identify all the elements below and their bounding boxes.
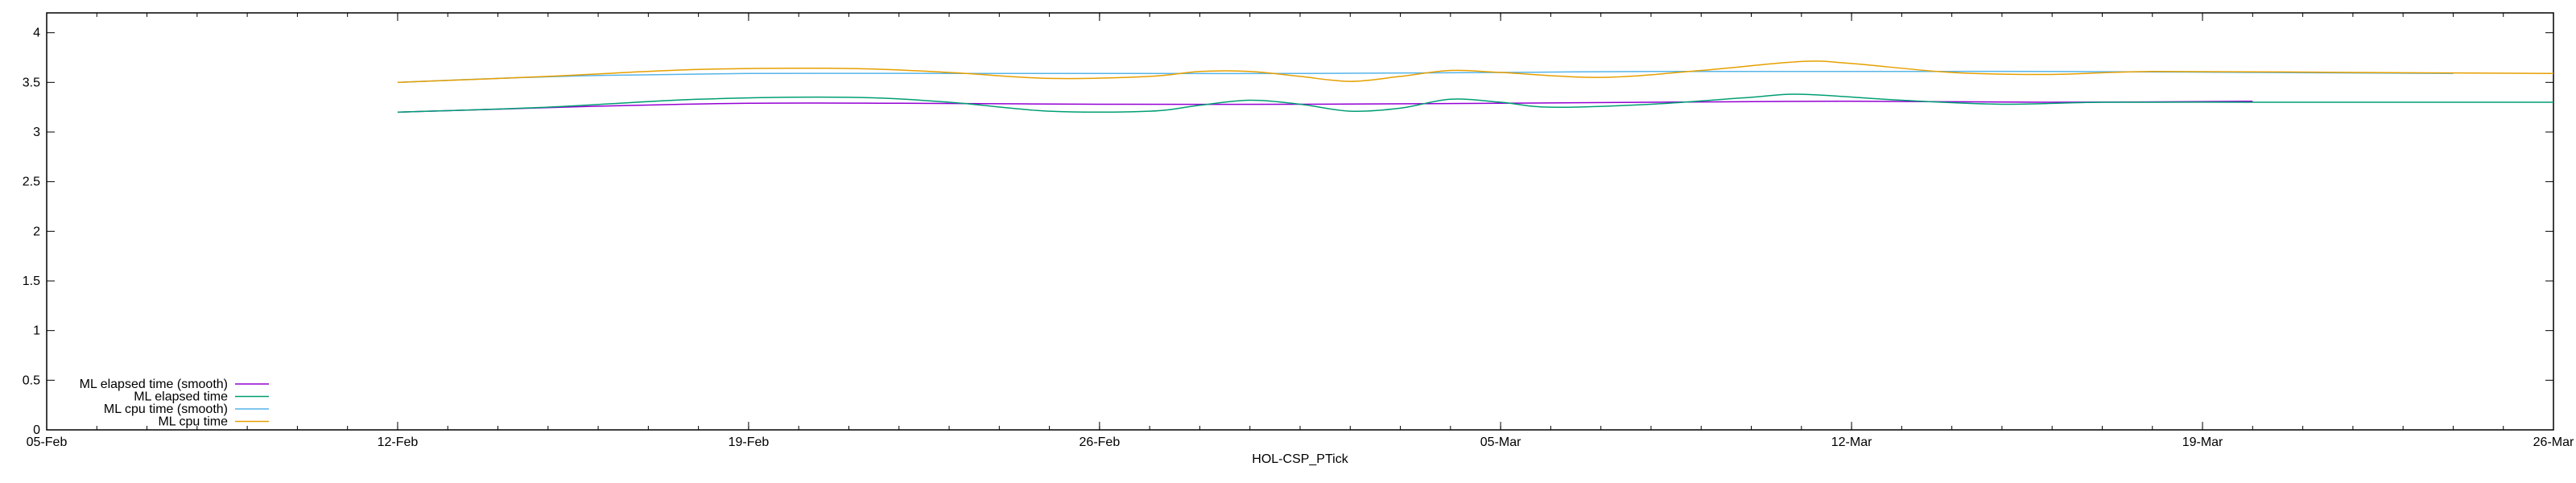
- legend-label: ML cpu time: [158, 415, 228, 429]
- y-tick-label: 3: [33, 126, 40, 139]
- x-tick-label: 26-Feb: [1080, 436, 1121, 449]
- x-tick-label: 05-Feb: [27, 436, 68, 449]
- legend: ML elapsed time (smooth)ML elapsed timeM…: [80, 378, 269, 429]
- series-lines: [397, 60, 2554, 114]
- y-tick-label: 0.5: [23, 374, 40, 387]
- series-line-3: [397, 70, 2454, 84]
- y-tick-label: 1: [33, 324, 40, 338]
- x-tick-label: 19-Feb: [729, 436, 770, 449]
- series-line-1: [397, 101, 2253, 114]
- y-tick-label: 2.5: [23, 175, 40, 189]
- x-tick-label: 05-Mar: [1480, 436, 1521, 449]
- series-line-4: [397, 60, 2554, 84]
- x-tick-label: 26-Mar: [2533, 436, 2574, 449]
- x-axis-title: HOL-CSP_PTick: [1252, 452, 1348, 466]
- y-tick-label: 4: [33, 27, 40, 40]
- y-tick-label: 3.5: [23, 76, 40, 89]
- legend-label: ML elapsed time: [134, 390, 228, 404]
- x-tick-label: 19-Mar: [2182, 436, 2223, 449]
- y-tick-label: 0: [33, 423, 40, 437]
- legend-label: ML elapsed time (smooth): [80, 378, 228, 391]
- series-line-2: [397, 93, 2553, 114]
- y-tick-label: 2: [33, 225, 40, 238]
- plot-border: [46, 12, 2554, 431]
- y-axis: 0 0.5 1 1.5 2 2.5 3 3.5 4: [23, 27, 2553, 437]
- x-tick-label: 12-Feb: [378, 436, 419, 449]
- x-axis: 05-Feb 12-Feb 19-Feb 26-Feb 05-Mar 12-Mar 19-M…: [27, 13, 2574, 449]
- x-tick-label: 12-Mar: [1831, 436, 1872, 449]
- legend-label: ML cpu time (smooth): [104, 402, 228, 416]
- y-tick-label: 1.5: [23, 275, 40, 288]
